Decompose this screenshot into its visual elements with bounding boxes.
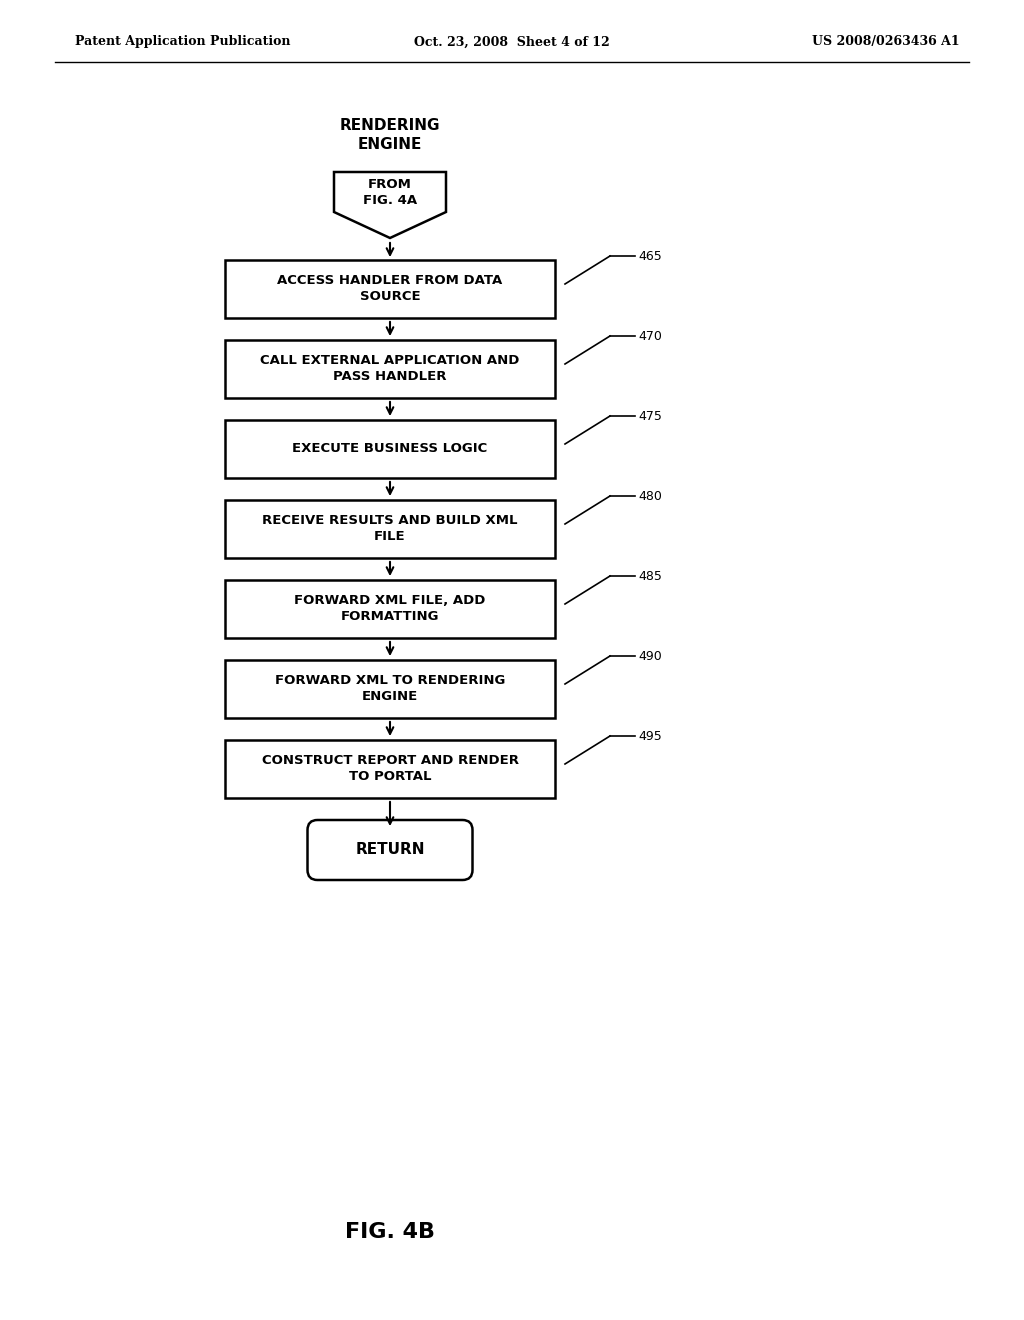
- Bar: [225, 741, 555, 799]
- Text: RETURN: RETURN: [355, 842, 425, 858]
- Text: FIG. 4B: FIG. 4B: [345, 1222, 435, 1242]
- Text: ACCESS HANDLER FROM DATA
SOURCE: ACCESS HANDLER FROM DATA SOURCE: [278, 275, 503, 304]
- Text: FROM
FIG. 4A: FROM FIG. 4A: [362, 177, 417, 206]
- Text: RECEIVE RESULTS AND BUILD XML
FILE: RECEIVE RESULTS AND BUILD XML FILE: [262, 515, 518, 544]
- Text: EXECUTE BUSINESS LOGIC: EXECUTE BUSINESS LOGIC: [293, 442, 487, 455]
- Bar: [225, 579, 555, 638]
- FancyBboxPatch shape: [307, 820, 472, 880]
- Bar: [225, 500, 555, 558]
- Bar: [225, 420, 555, 478]
- Bar: [225, 341, 555, 399]
- Text: Patent Application Publication: Patent Application Publication: [75, 36, 291, 49]
- Text: CONSTRUCT REPORT AND RENDER
TO PORTAL: CONSTRUCT REPORT AND RENDER TO PORTAL: [261, 755, 518, 784]
- Text: 485: 485: [638, 569, 662, 582]
- Bar: [225, 260, 555, 318]
- Text: 475: 475: [638, 409, 662, 422]
- Text: FORWARD XML TO RENDERING
ENGINE: FORWARD XML TO RENDERING ENGINE: [274, 675, 505, 704]
- Bar: [225, 660, 555, 718]
- Text: Oct. 23, 2008  Sheet 4 of 12: Oct. 23, 2008 Sheet 4 of 12: [414, 36, 610, 49]
- Text: CALL EXTERNAL APPLICATION AND
PASS HANDLER: CALL EXTERNAL APPLICATION AND PASS HANDL…: [260, 355, 520, 384]
- Text: 480: 480: [638, 490, 662, 503]
- Text: 495: 495: [638, 730, 662, 742]
- Text: 490: 490: [638, 649, 662, 663]
- Text: US 2008/0263436 A1: US 2008/0263436 A1: [812, 36, 961, 49]
- Text: 470: 470: [638, 330, 662, 342]
- Text: 465: 465: [638, 249, 662, 263]
- Text: RENDERING
ENGINE: RENDERING ENGINE: [340, 119, 440, 152]
- Text: FORWARD XML FILE, ADD
FORMATTING: FORWARD XML FILE, ADD FORMATTING: [294, 594, 485, 623]
